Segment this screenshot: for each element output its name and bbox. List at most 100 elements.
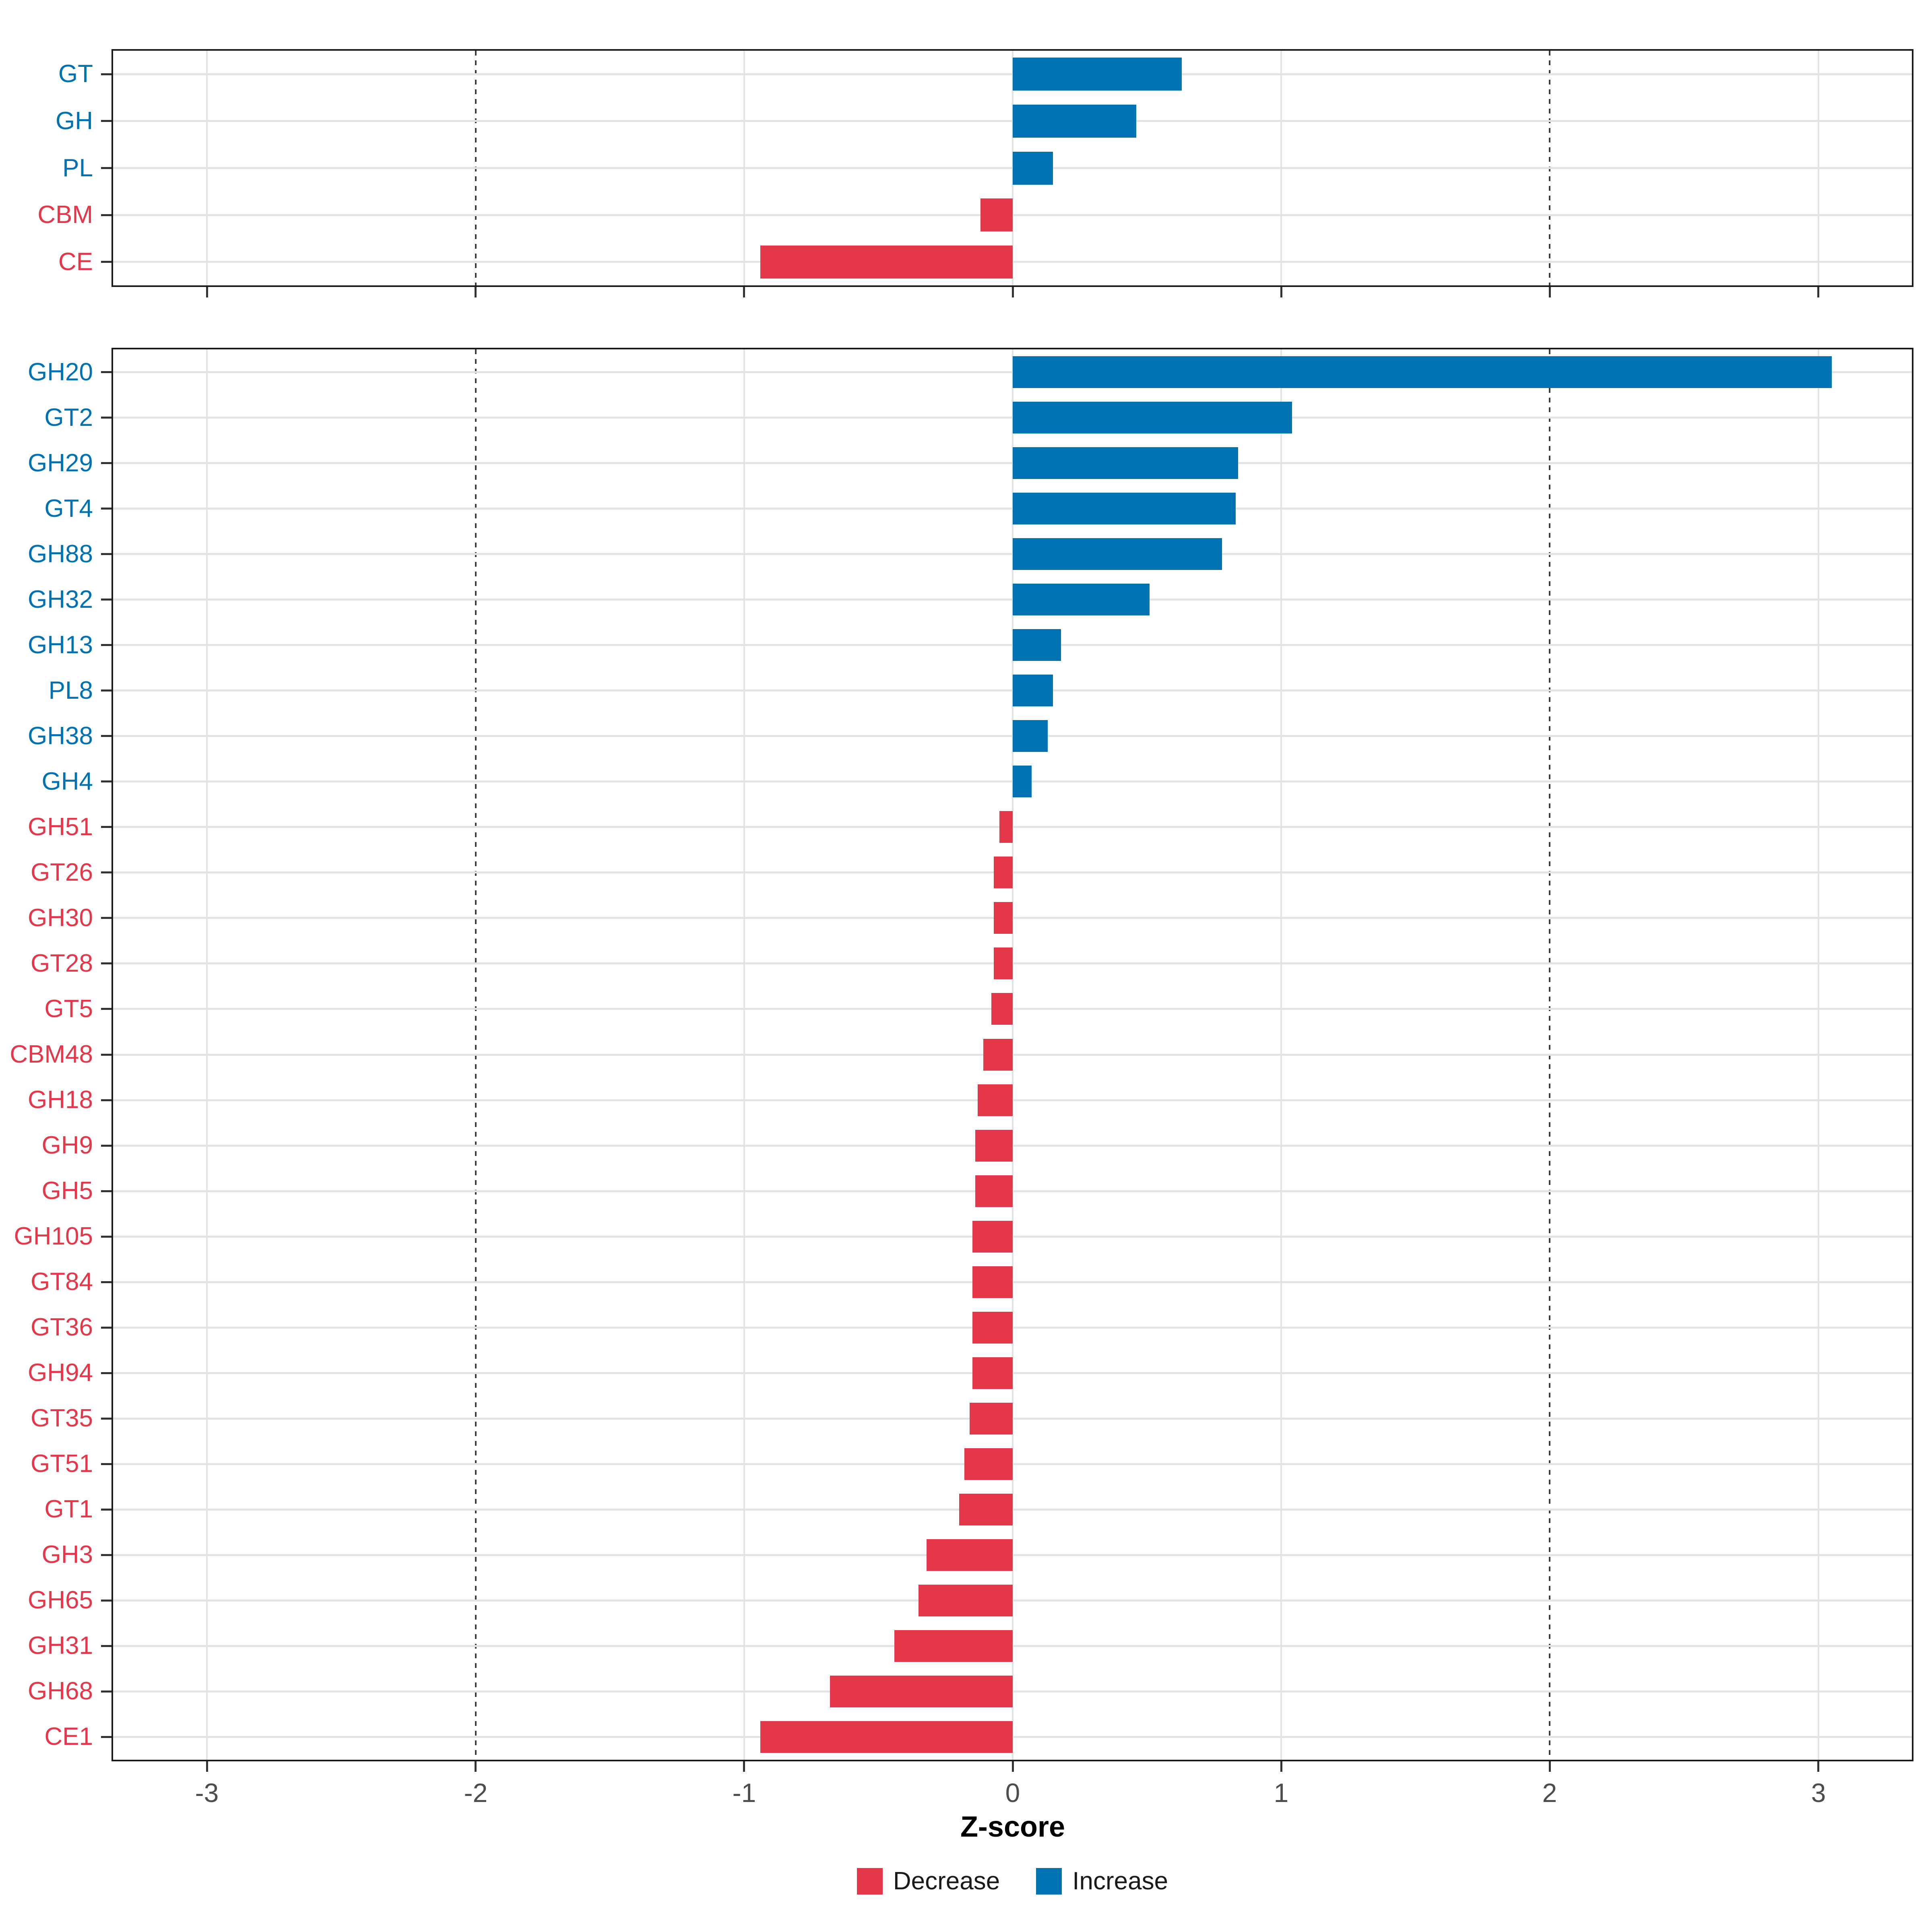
x-tick-label--2: -2: [464, 1778, 488, 1808]
category-label-GT: GT: [58, 60, 93, 88]
y-tick-GT: [101, 73, 111, 75]
y-tick-CE: [101, 261, 111, 263]
x-tick-label-1: 1: [1274, 1778, 1289, 1808]
x-tick-panel-bottom-1: [1280, 1761, 1282, 1772]
y-tick-GH20: [101, 371, 111, 373]
y-tick-GH4: [101, 780, 111, 782]
y-tick-GT4: [101, 508, 111, 510]
x-axis-title: Z-score: [960, 1811, 1065, 1843]
bar-GH4: [1013, 766, 1032, 797]
category-label-GT35: GT35: [30, 1404, 93, 1432]
category-label-GH13: GH13: [28, 631, 93, 659]
category-label-GT36: GT36: [30, 1313, 93, 1341]
category-label-GT4: GT4: [44, 495, 93, 522]
y-tick-CBM48: [101, 1054, 111, 1056]
category-label-GH9: GH9: [41, 1131, 93, 1159]
category-label-GH65: GH65: [28, 1586, 93, 1614]
panel-bottom-cazyme-families: [111, 348, 1913, 1761]
y-tick-GH9: [101, 1145, 111, 1147]
bar-GT36: [972, 1312, 1013, 1344]
y-tick-GH65: [101, 1600, 111, 1602]
y-tick-PL8: [101, 689, 111, 691]
row-gridline-PL: [113, 167, 1912, 169]
bar-GT26: [994, 857, 1013, 888]
x-tick-panel-bottom--3: [206, 1761, 208, 1772]
y-tick-GT5: [101, 1008, 111, 1010]
y-tick-GH13: [101, 644, 111, 646]
category-label-GH18: GH18: [28, 1086, 93, 1114]
y-tick-GH94: [101, 1372, 111, 1374]
panel-top-cazyme-classes: [111, 49, 1913, 287]
x-tick-panel-bottom--1: [743, 1761, 745, 1772]
category-label-GH38: GH38: [28, 722, 93, 750]
bar-GT2: [1013, 402, 1292, 433]
row-gridline-GT4: [113, 508, 1912, 510]
category-label-GT26: GT26: [30, 859, 93, 886]
bar-GH105: [972, 1221, 1013, 1253]
bar-CE1: [760, 1721, 1013, 1753]
row-gridline-PL8: [113, 689, 1912, 691]
category-label-GT2: GT2: [44, 404, 93, 431]
category-label-GH31: GH31: [28, 1632, 93, 1660]
bar-GT35: [970, 1403, 1013, 1435]
y-tick-GT28: [101, 962, 111, 964]
y-tick-GT35: [101, 1418, 111, 1420]
category-label-PL8: PL8: [48, 677, 93, 704]
bar-GH31: [894, 1630, 1013, 1662]
bar-GH30: [994, 902, 1013, 934]
row-gridline-GT2: [113, 417, 1912, 419]
category-label-GT28: GT28: [30, 949, 93, 977]
y-tick-GT1: [101, 1509, 111, 1511]
y-tick-GH51: [101, 826, 111, 828]
category-label-GH32: GH32: [28, 586, 93, 613]
bar-GH5: [975, 1175, 1013, 1207]
y-tick-GT36: [101, 1327, 111, 1329]
row-gridline-GH: [113, 120, 1912, 122]
bar-GH13: [1013, 629, 1061, 661]
bar-GT1: [959, 1494, 1013, 1525]
bar-GH94: [972, 1357, 1013, 1389]
legend: Decrease Increase: [111, 1867, 1913, 1895]
legend-swatch-decrease: [857, 1868, 883, 1895]
bar-PL: [1013, 152, 1053, 185]
category-label-GH20: GH20: [28, 358, 93, 386]
x-tick-panel-top-1: [1280, 287, 1282, 297]
bar-GH65: [919, 1585, 1013, 1616]
category-label-GT84: GT84: [30, 1268, 93, 1296]
bar-GH: [1013, 105, 1136, 138]
bar-GH18: [978, 1084, 1013, 1116]
x-tick-panel-bottom-0: [1012, 1761, 1014, 1772]
x-tick-panel-top-0: [1012, 287, 1014, 297]
legend-label-decrease: Decrease: [893, 1867, 1000, 1895]
category-label-GH88: GH88: [28, 540, 93, 568]
y-tick-GT2: [101, 417, 111, 419]
x-tick-panel-top--1: [743, 287, 745, 297]
category-label-GH105: GH105: [14, 1222, 93, 1250]
y-tick-CBM: [101, 214, 111, 216]
x-tick-label--1: -1: [732, 1778, 756, 1808]
y-tick-CE1: [101, 1736, 111, 1738]
bar-GH20: [1013, 356, 1832, 388]
category-label-GH3: GH3: [41, 1541, 93, 1569]
y-tick-GT84: [101, 1281, 111, 1283]
bar-GH68: [830, 1676, 1013, 1707]
x-tick-label--3: -3: [195, 1778, 219, 1808]
x-tick-panel-top--2: [475, 287, 477, 297]
category-label-GH: GH: [56, 107, 93, 135]
x-tick-panel-bottom--2: [475, 1761, 477, 1772]
bar-GT: [1013, 58, 1182, 91]
x-tick-label-3: 3: [1811, 1778, 1826, 1808]
category-label-GH29: GH29: [28, 449, 93, 477]
x-tick-label-2: 2: [1542, 1778, 1557, 1808]
row-gridline-GH32: [113, 599, 1912, 601]
y-tick-GH3: [101, 1554, 111, 1556]
y-tick-GH5: [101, 1190, 111, 1192]
x-tick-panel-top-3: [1817, 287, 1819, 297]
row-gridline-GH4: [113, 780, 1912, 782]
bar-GT51: [964, 1448, 1013, 1480]
category-label-GT5: GT5: [44, 995, 93, 1023]
y-tick-GH30: [101, 917, 111, 919]
row-gridline-GH29: [113, 462, 1912, 464]
category-label-GH68: GH68: [28, 1677, 93, 1705]
